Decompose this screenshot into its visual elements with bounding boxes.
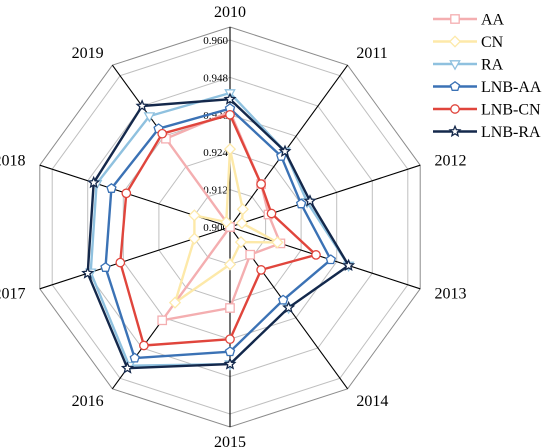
data-point bbox=[106, 182, 117, 193]
radial-tick-label: 0.960 bbox=[203, 35, 228, 47]
data-point bbox=[236, 203, 249, 216]
radial-tick-label: 0.936 bbox=[203, 110, 228, 122]
data-point bbox=[245, 249, 256, 260]
legend-item: LNB-AA bbox=[433, 79, 542, 96]
axis-spoke bbox=[229, 164, 421, 228]
data-point bbox=[341, 258, 356, 272]
axis-spoke bbox=[229, 226, 421, 290]
data-point bbox=[188, 232, 201, 245]
data-point bbox=[271, 236, 284, 249]
data-point bbox=[303, 194, 317, 207]
data-point bbox=[266, 208, 277, 219]
data-point bbox=[450, 14, 460, 24]
data-point bbox=[120, 361, 135, 374]
series-lnb-aa bbox=[100, 103, 337, 363]
legend-item: CN bbox=[433, 34, 504, 51]
legend-item: RA bbox=[433, 57, 504, 74]
data-point bbox=[278, 144, 292, 157]
legend-item: AA bbox=[433, 12, 505, 29]
data-point bbox=[225, 303, 235, 313]
series-lnb-ra bbox=[81, 92, 356, 374]
data-point bbox=[188, 209, 201, 222]
radial-tick-label: 0.948 bbox=[203, 72, 228, 84]
data-point bbox=[448, 124, 462, 138]
data-point bbox=[224, 346, 236, 357]
data-point bbox=[223, 92, 237, 105]
data-point bbox=[223, 142, 237, 156]
data-point bbox=[225, 334, 235, 345]
radial-tick-labels: 0.900 0.912 0.924 0.936 0.948 0.960 bbox=[203, 35, 228, 234]
data-point bbox=[81, 266, 95, 279]
radial-tick-label: 0.924 bbox=[203, 147, 228, 159]
series-cn bbox=[168, 142, 284, 309]
data-point bbox=[256, 179, 266, 189]
data-point bbox=[157, 315, 168, 326]
data-point bbox=[135, 99, 149, 112]
data-point bbox=[157, 128, 168, 139]
category-label: 2013 bbox=[435, 285, 467, 302]
legend-label: LNB-AA bbox=[481, 79, 542, 96]
data-point bbox=[449, 60, 461, 71]
legend-label: AA bbox=[481, 12, 505, 29]
data-point bbox=[129, 352, 140, 363]
category-label: 2018 bbox=[0, 153, 26, 170]
data-point bbox=[139, 340, 149, 351]
data-point bbox=[115, 257, 126, 268]
category-label: 2015 bbox=[214, 434, 246, 448]
legend-label: RA bbox=[481, 57, 504, 74]
category-labels: 2010 2011 2012 2013 2014 2015 2016 2017 2018 2019 bbox=[0, 4, 467, 448]
data-point bbox=[449, 81, 461, 91]
data-point bbox=[223, 357, 237, 370]
data-point bbox=[121, 188, 132, 199]
axis-spoke bbox=[39, 226, 231, 290]
axis-spoke bbox=[229, 64, 349, 228]
data-point bbox=[143, 112, 156, 123]
data-point bbox=[450, 104, 460, 114]
data-point bbox=[100, 262, 111, 272]
series-line bbox=[160, 110, 282, 322]
legend-label: CN bbox=[481, 34, 504, 51]
category-label: 2011 bbox=[356, 45, 387, 62]
data-point bbox=[295, 198, 307, 209]
data-point bbox=[256, 265, 266, 275]
legend-item: LNB-RA bbox=[433, 124, 541, 141]
data-point bbox=[220, 215, 233, 229]
data-point bbox=[223, 258, 237, 271]
data-point bbox=[448, 35, 462, 48]
data-point bbox=[277, 294, 289, 305]
radial-tick-label: 0.900 bbox=[203, 222, 228, 234]
category-label: 2017 bbox=[0, 285, 26, 302]
legend-label: LNB-RA bbox=[481, 124, 541, 141]
data-point bbox=[225, 109, 235, 120]
legend-label: LNB-CN bbox=[481, 102, 541, 119]
series-group bbox=[81, 89, 356, 374]
category-label: 2014 bbox=[356, 393, 388, 410]
category-label: 2012 bbox=[435, 153, 467, 170]
data-point bbox=[87, 175, 101, 189]
data-point bbox=[235, 216, 249, 230]
data-point bbox=[168, 296, 182, 309]
data-point bbox=[325, 254, 337, 265]
category-label: 2019 bbox=[72, 45, 104, 62]
data-point bbox=[234, 235, 248, 249]
category-label: 2016 bbox=[72, 393, 104, 410]
legend-item: LNB-CN bbox=[433, 102, 541, 119]
radial-tick-label: 0.912 bbox=[203, 185, 228, 197]
data-point bbox=[311, 250, 321, 260]
data-point bbox=[282, 300, 296, 314]
legend: AA CN RA LNB-AA LNB-CN LNB-RA bbox=[433, 12, 542, 141]
category-label: 2010 bbox=[214, 4, 246, 21]
series-lnb-cn bbox=[115, 109, 321, 351]
